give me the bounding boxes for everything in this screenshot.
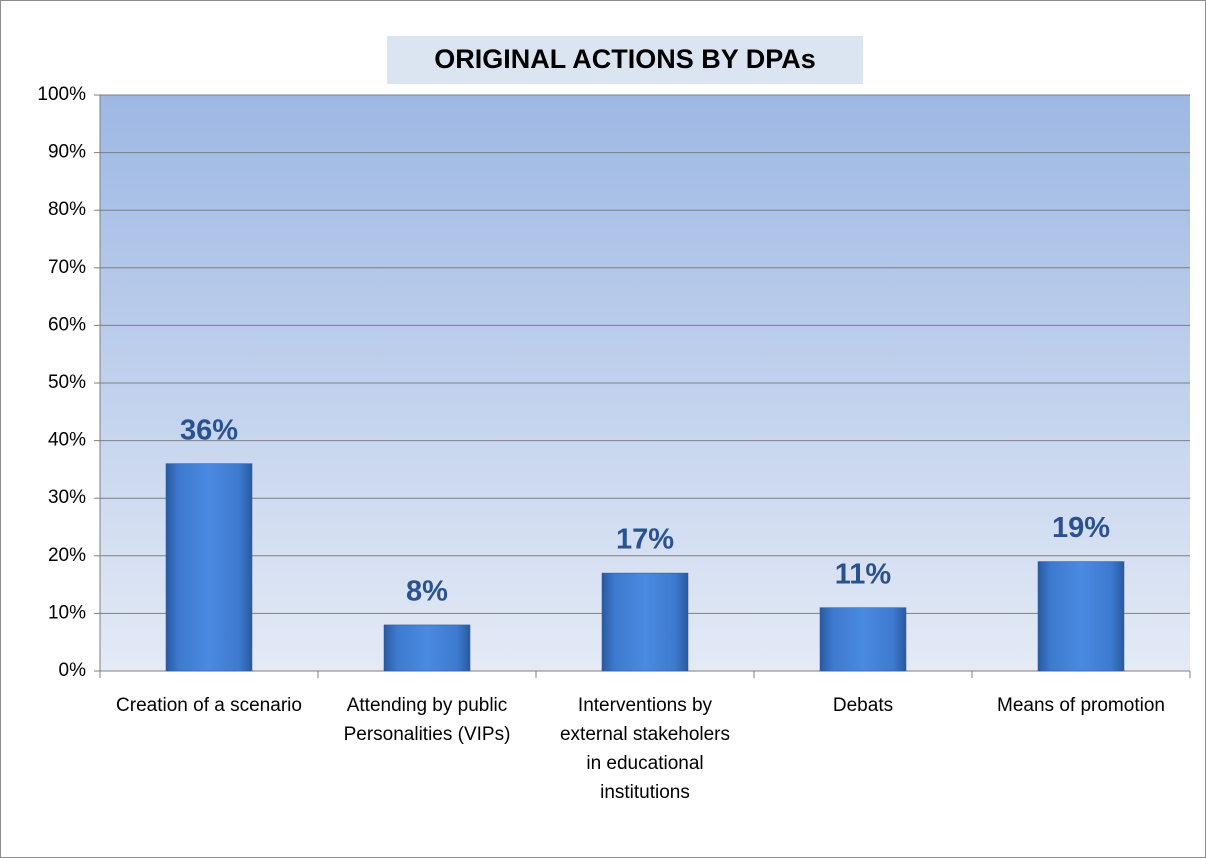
x-tick-label: Attending by public Personalities (VIPs) — [344, 695, 511, 745]
x-tick-label: Means of promotion — [997, 695, 1165, 716]
y-tick-label: 70% — [48, 257, 86, 278]
title-box — [387, 36, 863, 84]
data-label: 36% — [180, 414, 238, 446]
bar — [601, 572, 689, 672]
bar — [383, 624, 471, 672]
y-tick-label: 10% — [48, 602, 86, 623]
data-label: 17% — [616, 524, 674, 556]
y-tick-label: 50% — [48, 372, 86, 393]
data-label: 8% — [406, 576, 448, 608]
data-label: 19% — [1052, 512, 1110, 544]
y-tick-label: 60% — [48, 314, 86, 335]
bar — [1037, 561, 1125, 672]
bar — [819, 607, 907, 672]
chart-title: ORIGINAL ACTIONS BY DPAs — [434, 44, 816, 74]
y-tick-label: 80% — [48, 199, 86, 220]
x-tick-label: Interventions by external stakeholers in e… — [560, 695, 730, 803]
y-tick-label: 100% — [37, 84, 86, 105]
data-label: 11% — [835, 558, 892, 590]
y-tick-label: 40% — [48, 430, 86, 451]
y-tick-label: 20% — [48, 545, 86, 566]
y-tick-label: 90% — [48, 142, 86, 163]
x-tick-label: Creation of a scenario — [116, 695, 302, 716]
y-tick-label: 30% — [48, 487, 86, 508]
bar — [165, 463, 253, 672]
y-tick-label: 0% — [59, 660, 87, 681]
x-tick-label: Debats — [833, 695, 893, 716]
